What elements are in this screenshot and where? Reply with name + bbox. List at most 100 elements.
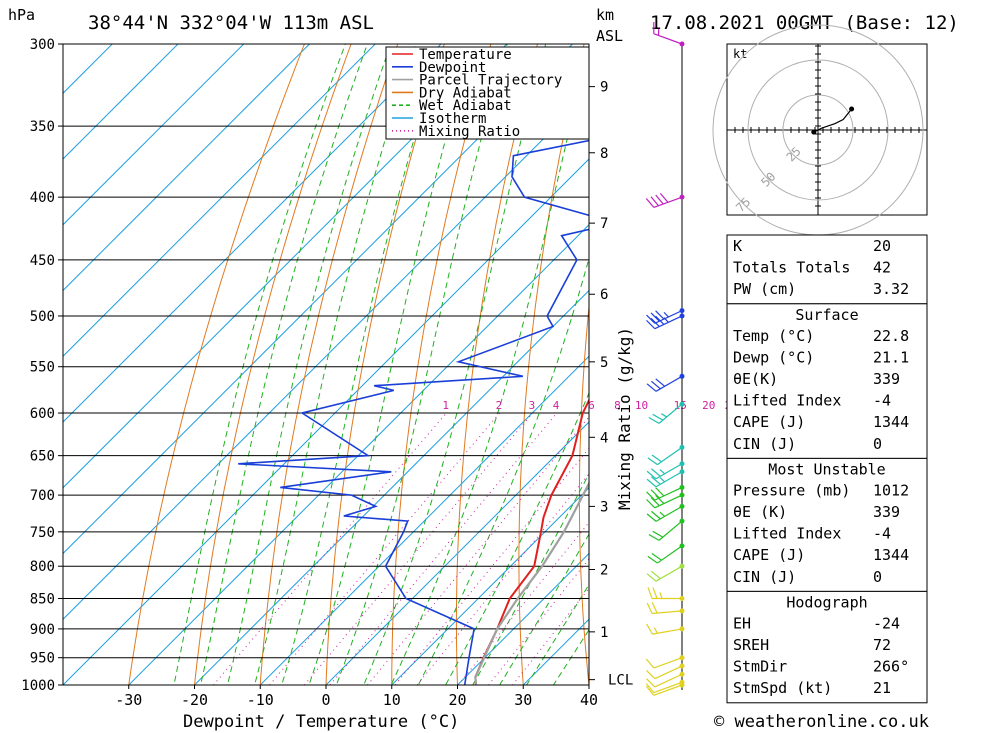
wind-barb-feather (646, 478, 657, 488)
wind-barb-feather (646, 499, 656, 509)
wind-barb-feather (646, 623, 653, 635)
dry-adiabat-line (325, 44, 445, 685)
pressure-tick-label: 650 (30, 449, 55, 465)
indices-box (726, 590, 928, 704)
hodograph-start-dot (811, 129, 817, 135)
indices-row-label: StmSpd (kt) (733, 679, 832, 697)
wind-barb-feather (650, 510, 661, 520)
wind-barbs (645, 22, 685, 696)
pressure-tick-label: 1000 (21, 678, 55, 694)
wind-barb-feather (646, 678, 656, 688)
wind-barb-shaft (654, 486, 683, 501)
pressure-tick-label: 300 (30, 37, 55, 53)
wind-barb-shaft (654, 665, 683, 680)
wind-barb-feather (648, 416, 660, 424)
mixing-ratio-line (367, 416, 589, 685)
indices-row-label: Temp (°C) (733, 327, 814, 345)
dry-adiabat-line (518, 44, 585, 685)
mixing-ratio-value-label: 1 (442, 399, 449, 412)
wind-barb-feather (655, 315, 665, 325)
wind-barb-feather (651, 454, 662, 463)
isotherm-line (194, 289, 589, 685)
wind-barb-feather (645, 683, 655, 693)
mixing-ratio-value-label: 3 (529, 399, 536, 412)
height-km-label: 5 (600, 355, 608, 371)
mixing-ratio-line (416, 473, 589, 685)
wind-barb-feather (645, 685, 655, 696)
x-axis-title: Dewpoint / Temperature (°C) (183, 712, 459, 732)
indices-row-value: 0 (873, 435, 882, 453)
temperature-tick-label: 0 (321, 691, 330, 709)
wet-adiabat-line (445, 391, 589, 685)
height-km-label: LCL (608, 673, 633, 689)
wind-barb-feather (646, 383, 657, 392)
height-km-ticks: 1 2 3 4 5 6 7 8 9 LCL (589, 80, 633, 689)
isotherm-line (63, 44, 310, 292)
wind-barb-feather (647, 555, 658, 564)
indices-row-value: 42 (873, 259, 891, 277)
wind-barb-feather (646, 573, 657, 582)
legend-entry-label: Parcel Trajectory (419, 73, 562, 89)
dry-adiabat-line (128, 44, 305, 685)
indices-row-label: CIN (J) (733, 568, 796, 586)
mixing-ratio-value-label: 20 (702, 399, 715, 412)
wind-barb-feather (650, 570, 661, 580)
legend-entry-label: Isotherm (419, 111, 486, 127)
indices-row-value: 72 (873, 636, 891, 654)
indices-row-label: θE(K) (733, 370, 778, 388)
mixing-ratio-value-label: 8 (614, 399, 621, 412)
indices-box (726, 457, 928, 592)
indices-row-value: 339 (873, 503, 900, 521)
indices-section-title: Surface (795, 306, 858, 324)
location-title: 38°44'N 332°04'W 113m ASL (88, 12, 374, 34)
pressure-tick-label: 700 (30, 488, 55, 504)
mixing-ratio-value-label: 2 (496, 399, 503, 412)
hodograph-trace (813, 108, 853, 133)
legend-entry-label: Dry Adiabat (419, 85, 512, 101)
pressure-tick-label: 950 (30, 651, 55, 667)
wind-barb-feather (652, 530, 664, 538)
wind-barb-feather (650, 196, 659, 207)
wind-barb-half-feather (659, 477, 666, 483)
hodograph-end-dot (849, 106, 855, 112)
isotherm-line (63, 44, 113, 94)
pressure-tick-label: 800 (30, 559, 55, 575)
parcel-trajectory-line (474, 481, 589, 685)
isotherm-line (63, 92, 589, 620)
pressure-tick-label: 850 (30, 591, 55, 607)
height-km-label: 4 (600, 430, 608, 446)
legend-entry-label: Mixing Ratio (419, 124, 520, 140)
isotherm-line (63, 44, 573, 555)
pressure-tick-label: 500 (30, 309, 55, 325)
dry-adiabat-line (259, 44, 399, 685)
wind-barb-feather (646, 319, 656, 330)
wind-barb-feather (647, 457, 658, 466)
wind-barb-half-feather (659, 469, 666, 475)
wind-barb-feather (650, 317, 660, 327)
indices-row-value: 266° (873, 658, 909, 676)
mixing-ratio-axis-title: Mixing Ratio (g/kg) (615, 327, 634, 510)
indices-row-label: CAPE (J) (733, 413, 805, 431)
wet-adiabat-line (526, 583, 589, 685)
km-unit-label: km (596, 6, 614, 24)
wet-adiabat-line (281, 44, 444, 685)
wind-barb-half-feather (653, 627, 658, 634)
wind-barb-feather (651, 602, 658, 614)
indices-row-label: Lifted Index (733, 392, 841, 410)
indices-box (726, 303, 928, 459)
wind-barb-feather (655, 494, 665, 504)
indices-row-label: CAPE (J) (733, 546, 805, 564)
wet-adiabat-line (499, 533, 589, 685)
dry-adiabat-line (955, 7, 1000, 711)
wind-barb-shaft (654, 673, 683, 688)
indices-row-label: StmDir (733, 658, 787, 676)
wind-barb-feather (648, 533, 660, 541)
indices-row-value: 339 (873, 370, 900, 388)
isotherm-line (63, 44, 442, 423)
temperature-tick-label: 20 (448, 691, 466, 709)
temperature-tick-label: 40 (580, 691, 598, 709)
wet-adiabat-line (390, 46, 589, 685)
height-km-label: 6 (600, 287, 608, 303)
